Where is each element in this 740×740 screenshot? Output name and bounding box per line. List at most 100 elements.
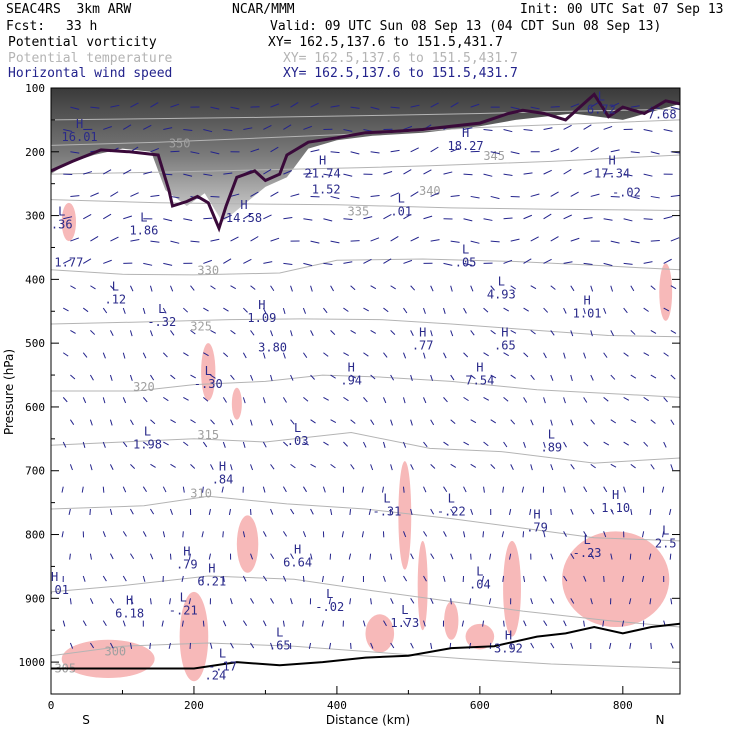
wind-barb bbox=[563, 307, 567, 314]
wind-barb bbox=[349, 508, 352, 516]
wind-barb bbox=[330, 463, 336, 469]
wind-barb bbox=[663, 441, 667, 448]
wind-barb bbox=[290, 598, 293, 605]
wind-barb bbox=[142, 307, 146, 314]
hl-label-18: L4.93 bbox=[487, 275, 516, 302]
x-axis-label: Distance (km) bbox=[326, 713, 410, 727]
hl-letter: H bbox=[462, 126, 469, 140]
wind-barb bbox=[423, 169, 432, 175]
hl-label-45: H3.92 bbox=[494, 629, 523, 656]
wind-barb bbox=[523, 441, 526, 448]
wind-barb bbox=[670, 237, 680, 242]
wind-barb bbox=[162, 486, 167, 493]
wind-barb bbox=[550, 508, 552, 516]
hl-letter: H bbox=[76, 117, 83, 131]
hl-letter: H bbox=[583, 294, 590, 308]
wind-barb bbox=[523, 307, 529, 312]
hl-value: .24 bbox=[205, 668, 227, 682]
wind-barb bbox=[603, 352, 608, 358]
wind-barb bbox=[403, 352, 407, 359]
hl-label-38: L.04 bbox=[469, 565, 491, 592]
wind-barb bbox=[349, 598, 352, 605]
wind-barb bbox=[590, 193, 600, 197]
hl-value: -.23 bbox=[573, 546, 602, 560]
wind-barb bbox=[70, 237, 79, 242]
wind-barb bbox=[590, 419, 595, 425]
wind-barb bbox=[70, 374, 76, 380]
wind-barb bbox=[83, 171, 93, 175]
hl-label-2: 1.52 bbox=[312, 182, 341, 196]
field-name-theta: Potential temperature bbox=[8, 51, 173, 66]
wind-barb bbox=[583, 307, 586, 314]
wind-barb bbox=[82, 397, 87, 404]
wind-barb bbox=[283, 170, 292, 175]
hl-label-44: L.65 bbox=[269, 625, 291, 652]
wind-barb bbox=[523, 128, 533, 131]
hl-value: 4.93 bbox=[487, 288, 516, 302]
wind-barb bbox=[82, 441, 86, 448]
wind-barb bbox=[583, 262, 593, 266]
fcst-label: Fcst: bbox=[6, 19, 46, 34]
wind-barb bbox=[343, 128, 353, 132]
hl-value: .03 bbox=[287, 434, 309, 448]
theta-contour-350 bbox=[51, 108, 680, 121]
hl-value: .01 bbox=[390, 205, 412, 219]
wind-barb bbox=[143, 171, 153, 175]
y-tick-label-600: 600 bbox=[25, 401, 45, 414]
hl-label-34: L2.5 bbox=[655, 523, 677, 550]
wind-barb bbox=[610, 374, 616, 380]
hl-letter: H bbox=[348, 361, 355, 375]
field-name-wind: Horizontal wind speed bbox=[8, 66, 173, 81]
theta-contour-310 bbox=[51, 495, 680, 542]
wind-barb bbox=[670, 598, 673, 605]
x-tick-label-600: 600 bbox=[470, 699, 490, 712]
wind-barb bbox=[323, 441, 329, 446]
wind-barb bbox=[610, 240, 620, 244]
wind-barb bbox=[250, 464, 254, 471]
wind-barb bbox=[203, 217, 213, 220]
wind-barb bbox=[630, 285, 635, 292]
hl-label-42: L-.02 bbox=[315, 587, 344, 614]
wind-barb bbox=[143, 441, 149, 446]
wind-barb bbox=[262, 531, 267, 537]
wind-barb bbox=[630, 240, 640, 244]
wind-barb bbox=[282, 486, 287, 493]
hl-letter: L bbox=[205, 364, 212, 378]
wind-barb bbox=[602, 620, 605, 627]
hl-value: 16.01 bbox=[62, 130, 98, 144]
wind-barb bbox=[270, 330, 274, 337]
hl-value: .79 bbox=[176, 557, 198, 571]
wind-barb bbox=[521, 486, 525, 493]
wind-barb bbox=[603, 441, 610, 446]
wind-barb bbox=[390, 330, 396, 335]
wind-barb bbox=[142, 531, 147, 537]
pv-positive-patch-3 bbox=[236, 515, 259, 573]
x-tick-label-0: 0 bbox=[48, 699, 55, 712]
theta-label-300: 300 bbox=[104, 645, 126, 659]
wind-barb bbox=[390, 235, 399, 242]
wind-barb bbox=[510, 151, 520, 155]
wind-barb bbox=[390, 464, 393, 471]
theta-contour-300 bbox=[51, 642, 680, 669]
pv-positive-patch-8 bbox=[562, 531, 670, 628]
wind-barb bbox=[630, 463, 636, 469]
wind-barb bbox=[323, 262, 333, 265]
wind-barb bbox=[443, 262, 453, 266]
hl-value: .79 bbox=[526, 520, 548, 534]
wind-barb bbox=[570, 285, 575, 292]
wind-barb bbox=[530, 598, 534, 605]
wind-barb bbox=[370, 642, 374, 649]
wind-barb bbox=[168, 642, 171, 649]
wind-barb bbox=[370, 464, 374, 471]
wind-barb bbox=[463, 486, 467, 493]
wind-barb bbox=[70, 195, 80, 197]
theta-label-335: 335 bbox=[348, 205, 370, 219]
south-end-label: S bbox=[82, 713, 90, 727]
wind-barb bbox=[63, 307, 69, 312]
wind-barb bbox=[130, 464, 136, 469]
theta-contour-315 bbox=[51, 431, 680, 464]
wind-barb bbox=[470, 463, 477, 468]
wind-barb bbox=[270, 191, 279, 197]
wind-barb bbox=[221, 486, 224, 493]
wind-barb bbox=[423, 397, 427, 404]
